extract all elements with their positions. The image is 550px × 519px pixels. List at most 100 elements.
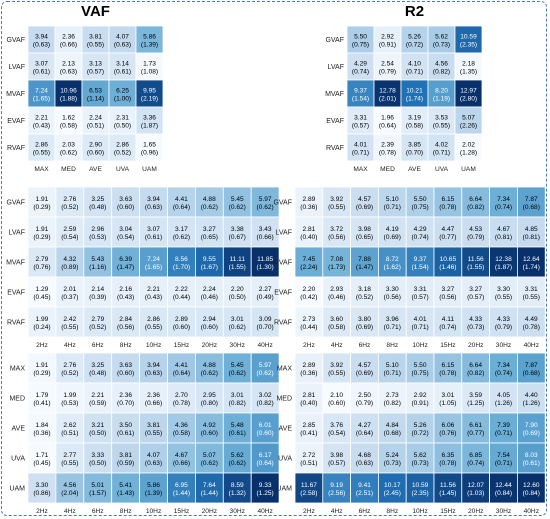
cell-sd-label: (0.56) — [328, 234, 345, 241]
heatmap-cell — [27, 216, 57, 248]
heatmap-cell — [373, 133, 402, 162]
heatmap-cell — [27, 133, 56, 162]
cell-value-label: 1.84 — [36, 422, 49, 429]
heatmap-cell — [81, 133, 110, 162]
cell-sd-label: (0.63) — [145, 460, 162, 467]
cell-value-label: 2.79 — [91, 316, 104, 323]
cell-sd-label: (0.53) — [61, 400, 78, 407]
cell-sd-label: (0.77) — [439, 234, 456, 241]
cell-value-label: 3.07 — [35, 61, 48, 68]
column-label: AVE — [89, 166, 102, 173]
cell-value-label: 4.56 — [63, 482, 76, 489]
heatmap-cell — [55, 352, 85, 384]
cell-value-label: 6.15 — [441, 196, 454, 203]
cell-sd-label: (2.58) — [300, 490, 317, 497]
cell-value-label: 5.62 — [414, 452, 427, 459]
cell-value-label: 2.39 — [381, 142, 394, 149]
cell-value-label: 2.24 — [89, 115, 102, 122]
heatmap-cell — [194, 442, 224, 474]
cell-value-label: 2.21 — [91, 392, 104, 399]
heatmap-cell — [350, 412, 379, 444]
cell-sd-label: (2.51) — [356, 490, 373, 497]
column-label: MAX — [34, 166, 49, 173]
cell-sd-label: (0.52) — [61, 204, 78, 211]
heatmap-cell — [167, 216, 196, 248]
cell-sd-label: (0.49) — [257, 294, 274, 301]
heatmap-cell — [461, 412, 490, 444]
cell-value-label: 7.88 — [358, 256, 371, 263]
heatmap-cell — [54, 52, 83, 81]
heatmap-cell — [294, 186, 324, 218]
column-label: 40Hz — [257, 508, 272, 515]
cell-sd-label: (1.54) — [411, 264, 428, 271]
cell-sd-label: (0.55) — [523, 294, 540, 301]
heatmap-cell — [27, 106, 56, 135]
cell-sd-label: (0.63) — [60, 69, 77, 76]
cell-value-label: 2.96 — [91, 226, 104, 233]
cell-value-label: 1.65 — [143, 142, 156, 149]
cell-sd-label: (0.50) — [89, 460, 106, 467]
cell-value-label: 3.72 — [330, 226, 343, 233]
cell-value-label: 9.19 — [330, 482, 343, 489]
cell-sd-label: (0.54) — [328, 430, 345, 437]
cell-value-label: 2.20 — [302, 286, 315, 293]
cell-sd-label: (0.52) — [61, 370, 78, 377]
cell-value-label: 9.33 — [259, 482, 272, 489]
cell-value-label: 6.61 — [469, 422, 482, 429]
cell-sd-label: (0.89) — [61, 264, 78, 271]
cell-value-label: 8.59 — [231, 482, 244, 489]
column-label: 30Hz — [230, 508, 245, 515]
cell-sd-label: (0.55) — [328, 370, 345, 377]
heatmap-cell — [27, 186, 57, 218]
heatmap-panel: GVAF 2.89(0.36)3.92(0.55)4.57(0.69)5.10(0… — [273, 186, 546, 349]
cell-value-label: 3.27 — [469, 286, 482, 293]
heatmap-cell — [373, 25, 402, 54]
cell-value-label: 7.24 — [147, 256, 160, 263]
row-label: RVAF — [7, 320, 25, 327]
cell-sd-label: (0.58) — [60, 123, 77, 130]
cell-value-label: 3.18 — [358, 286, 371, 293]
heatmap-cell — [322, 246, 351, 278]
cell-sd-label: (0.79) — [467, 234, 484, 241]
cell-sd-label: (0.69) — [356, 324, 373, 331]
cell-value-label: 2.36 — [62, 34, 75, 41]
cell-value-label: 4.57 — [358, 362, 371, 369]
cell-value-label: 3.31 — [354, 115, 367, 122]
heatmap-cell — [111, 472, 140, 504]
cell-value-label: 4.67 — [497, 226, 510, 233]
cell-value-label: 2.54 — [381, 61, 394, 68]
heatmap-cell — [454, 52, 483, 81]
heatmap-cell — [461, 472, 490, 504]
cell-sd-label: (0.81) — [495, 234, 512, 241]
heatmap-cell — [83, 472, 113, 504]
cell-sd-label: (0.70) — [117, 400, 134, 407]
cell-sd-label: (0.64) — [356, 430, 373, 437]
cell-value-label: 2.86 — [147, 316, 160, 323]
cell-sd-label: (0.61) — [145, 234, 162, 241]
heatmap-cell — [139, 186, 168, 218]
cell-value-label: 1.99 — [63, 392, 76, 399]
cell-value-label: 3.94 — [147, 362, 160, 369]
cell-value-label: 3.27 — [441, 286, 454, 293]
heatmap-cell — [294, 276, 324, 308]
cell-sd-label: (0.62) — [229, 324, 246, 331]
cell-value-label: 6.25 — [116, 88, 129, 95]
cell-sd-label: (0.41) — [33, 400, 50, 407]
cell-value-label: 8.03 — [525, 452, 538, 459]
cell-value-label: 4.05 — [497, 392, 510, 399]
column-label: 30Hz — [230, 342, 245, 349]
cell-sd-label: (0.68) — [384, 430, 401, 437]
column-label: 8Hz — [386, 508, 398, 515]
column-label: UVA — [435, 166, 449, 173]
heatmap-cell — [405, 382, 435, 414]
cell-value-label: 6.17 — [259, 452, 272, 459]
cell-value-label: 3.01 — [231, 316, 244, 323]
cell-value-label: 4.84 — [386, 422, 399, 429]
cell-sd-label: (0.61) — [229, 430, 246, 437]
cell-sd-label: (0.29) — [33, 204, 50, 211]
cell-value-label: 5.97 — [259, 196, 272, 203]
column-label: 2Hz — [36, 508, 48, 515]
row-label: MVAF — [6, 91, 25, 98]
column-label: 4Hz — [64, 508, 76, 515]
